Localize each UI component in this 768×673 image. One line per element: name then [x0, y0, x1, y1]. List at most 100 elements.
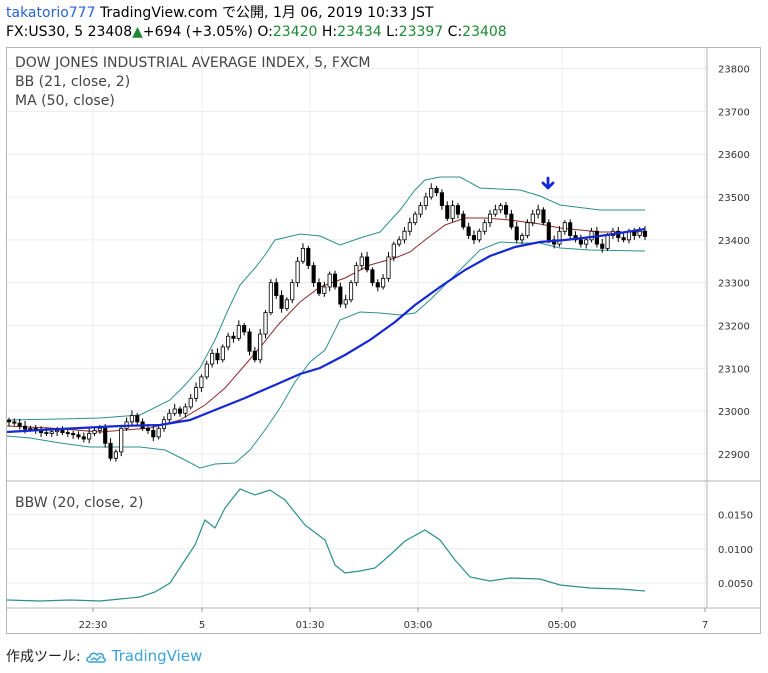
candle [386, 251, 391, 282]
candle-body [22, 425, 28, 430]
price-tick-label: 22900 [718, 450, 750, 461]
bbw-tick-label: 0.0050 [718, 579, 753, 590]
candle-body [231, 335, 236, 339]
candle [177, 406, 183, 417]
price-tick-label: 23000 [718, 407, 750, 418]
candle [220, 344, 225, 363]
candle [573, 231, 578, 243]
legend-ma[interactable]: MA (50, close) [15, 93, 115, 109]
candle-body [445, 205, 450, 219]
candle [113, 449, 118, 462]
candle-body [386, 256, 391, 279]
candle-body [370, 269, 375, 284]
price-tick-label: 23200 [718, 322, 750, 333]
candle [167, 409, 172, 425]
close-value: 23408 [462, 24, 507, 40]
candle [482, 219, 487, 235]
candle-body [145, 427, 151, 431]
candle [391, 241, 396, 262]
grid-lines [7, 48, 707, 608]
legend-bb[interactable]: BB (21, close, 2) [15, 74, 130, 90]
candle [226, 332, 231, 351]
candle [12, 418, 17, 426]
candle [343, 294, 348, 309]
candle-body [220, 346, 225, 361]
candle [514, 221, 519, 244]
candle-body [226, 335, 231, 348]
candle-body [466, 226, 471, 236]
candle [557, 226, 562, 247]
bbw-axis[interactable]: 0.0050 0.0100 0.0150 [718, 511, 753, 591]
bbw-tick-label: 0.0150 [718, 511, 753, 522]
candle-body [194, 387, 199, 399]
candle-body [594, 230, 599, 245]
candle [466, 222, 471, 239]
candle-body [108, 442, 113, 459]
price-tick-label: 23600 [718, 150, 750, 161]
high-value: 23434 [337, 24, 382, 40]
candle-body [482, 222, 487, 232]
tradingview-brand[interactable]: TradingView [111, 647, 203, 665]
candle-body [17, 422, 22, 427]
candle-body [279, 295, 284, 309]
candle-body [391, 243, 396, 258]
candle [562, 220, 567, 235]
candle-body [434, 188, 439, 194]
candle-body [439, 192, 444, 206]
candle-body [413, 213, 418, 224]
candle-body [151, 430, 156, 438]
time-axis[interactable]: 22:30 5 01:30 03:00 05:00 7 [79, 608, 709, 631]
candle [332, 270, 338, 290]
legend-bbw[interactable]: BBW (20, close, 2) [15, 495, 144, 511]
bbw-line [6, 488, 646, 602]
candle [530, 209, 535, 227]
candle [381, 274, 386, 290]
candle-body [600, 243, 605, 249]
candle-body [503, 205, 509, 215]
chart-header: takatorio777 TradingView.com で公開, 1月 06,… [6, 4, 507, 42]
candle-body [407, 222, 412, 232]
candle-body [605, 235, 610, 249]
candle-body [242, 325, 247, 333]
candle [493, 204, 498, 217]
candle-body [247, 331, 252, 352]
candle-body [332, 273, 338, 288]
candle-body [60, 430, 65, 433]
candle [509, 209, 514, 230]
author-link[interactable]: takatorio777 [6, 5, 96, 21]
candle [6, 417, 12, 427]
candle [439, 189, 444, 210]
candle [354, 262, 359, 287]
candle-body [418, 205, 423, 215]
close-label: C: [447, 24, 463, 40]
candles [6, 183, 648, 462]
candle [418, 202, 423, 218]
candle-body [455, 205, 460, 215]
candle [327, 271, 332, 292]
price-change: +694 (+3.05%) [142, 24, 253, 40]
candle-body [81, 436, 86, 440]
candle [487, 209, 493, 227]
candle [92, 427, 97, 437]
candle-body [306, 247, 311, 266]
symbol-label: FX:US30, 5 [6, 24, 84, 40]
candle-body [525, 222, 530, 236]
candle-body [204, 363, 209, 378]
candle-body [429, 188, 434, 198]
candle [236, 320, 241, 341]
price-axis[interactable]: 22900 23000 23100 23200 23300 23400 23500 23600… [718, 65, 750, 462]
candle-body [92, 430, 97, 434]
price-tick-label: 23800 [718, 65, 750, 76]
open-value: 23420 [272, 24, 318, 40]
candle-body [562, 222, 567, 232]
candle [316, 278, 322, 296]
price-tick-label: 23400 [718, 236, 750, 247]
price-tick-label: 23700 [718, 107, 750, 118]
candle-body [55, 430, 60, 433]
candle-body [6, 419, 12, 423]
candle-body [530, 213, 535, 224]
candle [429, 183, 434, 200]
candle-body [290, 282, 295, 301]
candle-body [348, 282, 354, 301]
